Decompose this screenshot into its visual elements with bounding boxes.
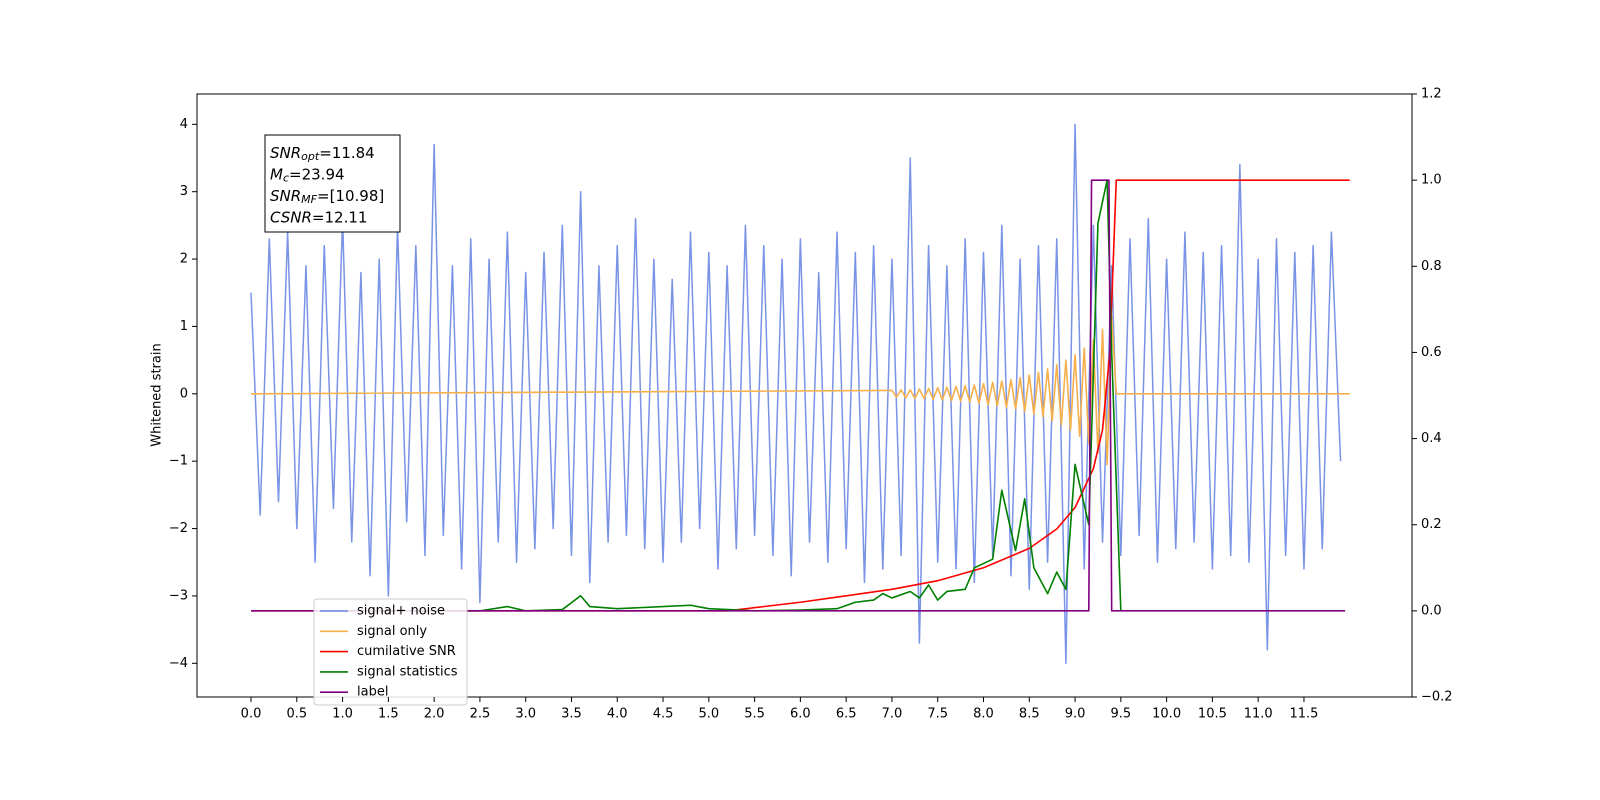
y2-tick-label: 0.8 bbox=[1421, 259, 1442, 274]
x-tick-label: 10.0 bbox=[1152, 707, 1181, 722]
x-tick-label: 0.0 bbox=[241, 707, 262, 722]
x-tick-label: 3.5 bbox=[561, 707, 582, 722]
x-tick-label: 9.0 bbox=[1065, 707, 1086, 722]
axes-frame bbox=[196, 93, 1413, 698]
legend-label: signal statistics bbox=[357, 664, 458, 679]
legend-entries: signal+ noise signal only cumilative SNR si… bbox=[320, 604, 458, 700]
y2-tick-label: 0.4 bbox=[1421, 431, 1442, 446]
annotation-name: CSNR bbox=[270, 208, 312, 226]
series-line bbox=[315, 179, 1122, 612]
annotation-subscript: MF bbox=[301, 193, 317, 206]
annotation: SNRopt=11.84 bbox=[270, 144, 375, 164]
annotation-subscript: opt bbox=[301, 150, 320, 163]
x-tick-label: 1.5 bbox=[378, 707, 399, 722]
annotation-name: SNR bbox=[270, 187, 301, 205]
y-tick-label: 4 bbox=[180, 117, 188, 132]
annotation: Mc=23.94 bbox=[270, 165, 345, 185]
annotation-box bbox=[264, 134, 401, 233]
x-tick-label: 5.0 bbox=[698, 707, 719, 722]
y-tick-label: 3 bbox=[180, 184, 188, 199]
x-tick-label: 8.5 bbox=[1019, 707, 1040, 722]
x-tick-label: 6.0 bbox=[790, 707, 811, 722]
series-line bbox=[250, 123, 1342, 665]
y2-tick-label: −0.2 bbox=[1421, 690, 1453, 705]
y-tick-label: 2 bbox=[180, 252, 188, 267]
y-axis-label: Whitened strain bbox=[150, 343, 165, 446]
y-tick-label: −3 bbox=[169, 588, 188, 603]
annotations: SNRopt=11.84Mc=23.94SNRMF=[10.98]CSNR=12… bbox=[270, 144, 384, 227]
annotation-value: =[10.98] bbox=[317, 187, 384, 205]
legend-label: label bbox=[357, 685, 388, 700]
x-tick-label: 1.0 bbox=[332, 707, 353, 722]
y2-tick-label: 0.2 bbox=[1421, 517, 1442, 532]
x-tick-label: 9.5 bbox=[1110, 707, 1131, 722]
y2-tick-label: 1.0 bbox=[1421, 173, 1442, 188]
annotation-value: =12.11 bbox=[312, 208, 368, 226]
y-tick-label: −1 bbox=[169, 454, 188, 469]
legend-label: signal only bbox=[357, 624, 427, 639]
annotation: SNRMF=[10.98] bbox=[270, 187, 384, 207]
annotation: CSNR=12.11 bbox=[270, 208, 367, 226]
x-tick-label: 8.0 bbox=[973, 707, 994, 722]
annotation-name: SNR bbox=[270, 144, 301, 162]
x-tick-label: 2.0 bbox=[424, 707, 445, 722]
x-tick-label: 5.5 bbox=[744, 707, 765, 722]
y2-tick-label: 0.0 bbox=[1421, 603, 1442, 618]
series-line bbox=[251, 179, 1346, 612]
y2-tick-label: 0.6 bbox=[1421, 345, 1442, 360]
y-tick-label: −4 bbox=[169, 656, 188, 671]
legend-label: cumilative SNR bbox=[357, 644, 456, 659]
annotation-name: M bbox=[270, 165, 283, 183]
x-tick-label: 2.5 bbox=[470, 707, 491, 722]
x-tick-label: 4.5 bbox=[653, 707, 674, 722]
plot-lines bbox=[250, 123, 1350, 665]
y-tick-label: 1 bbox=[180, 319, 188, 334]
annotation-subscript: c bbox=[283, 172, 289, 185]
x-tick-label: 4.0 bbox=[607, 707, 628, 722]
y-tick-label: −2 bbox=[169, 521, 188, 536]
x-tick-label: 10.5 bbox=[1198, 707, 1227, 722]
legend bbox=[313, 598, 468, 706]
x-tick-label: 11.5 bbox=[1289, 707, 1318, 722]
annotation-value: =11.84 bbox=[319, 144, 375, 162]
y-tick-label: 0 bbox=[180, 386, 188, 401]
series-line bbox=[251, 179, 1350, 612]
x-tick-label: 6.5 bbox=[836, 707, 857, 722]
x-tick-label: 7.5 bbox=[927, 707, 948, 722]
y2-tick-label: 1.2 bbox=[1421, 87, 1442, 102]
annotation-value: =23.94 bbox=[289, 165, 345, 183]
x-tick-label: 11.0 bbox=[1244, 707, 1273, 722]
x-tick-label: 7.0 bbox=[882, 707, 903, 722]
legend-label: signal+ noise bbox=[357, 604, 445, 619]
series-line bbox=[251, 315, 1350, 466]
x-tick-label: 0.5 bbox=[286, 707, 307, 722]
x-tick-label: 3.0 bbox=[515, 707, 536, 722]
